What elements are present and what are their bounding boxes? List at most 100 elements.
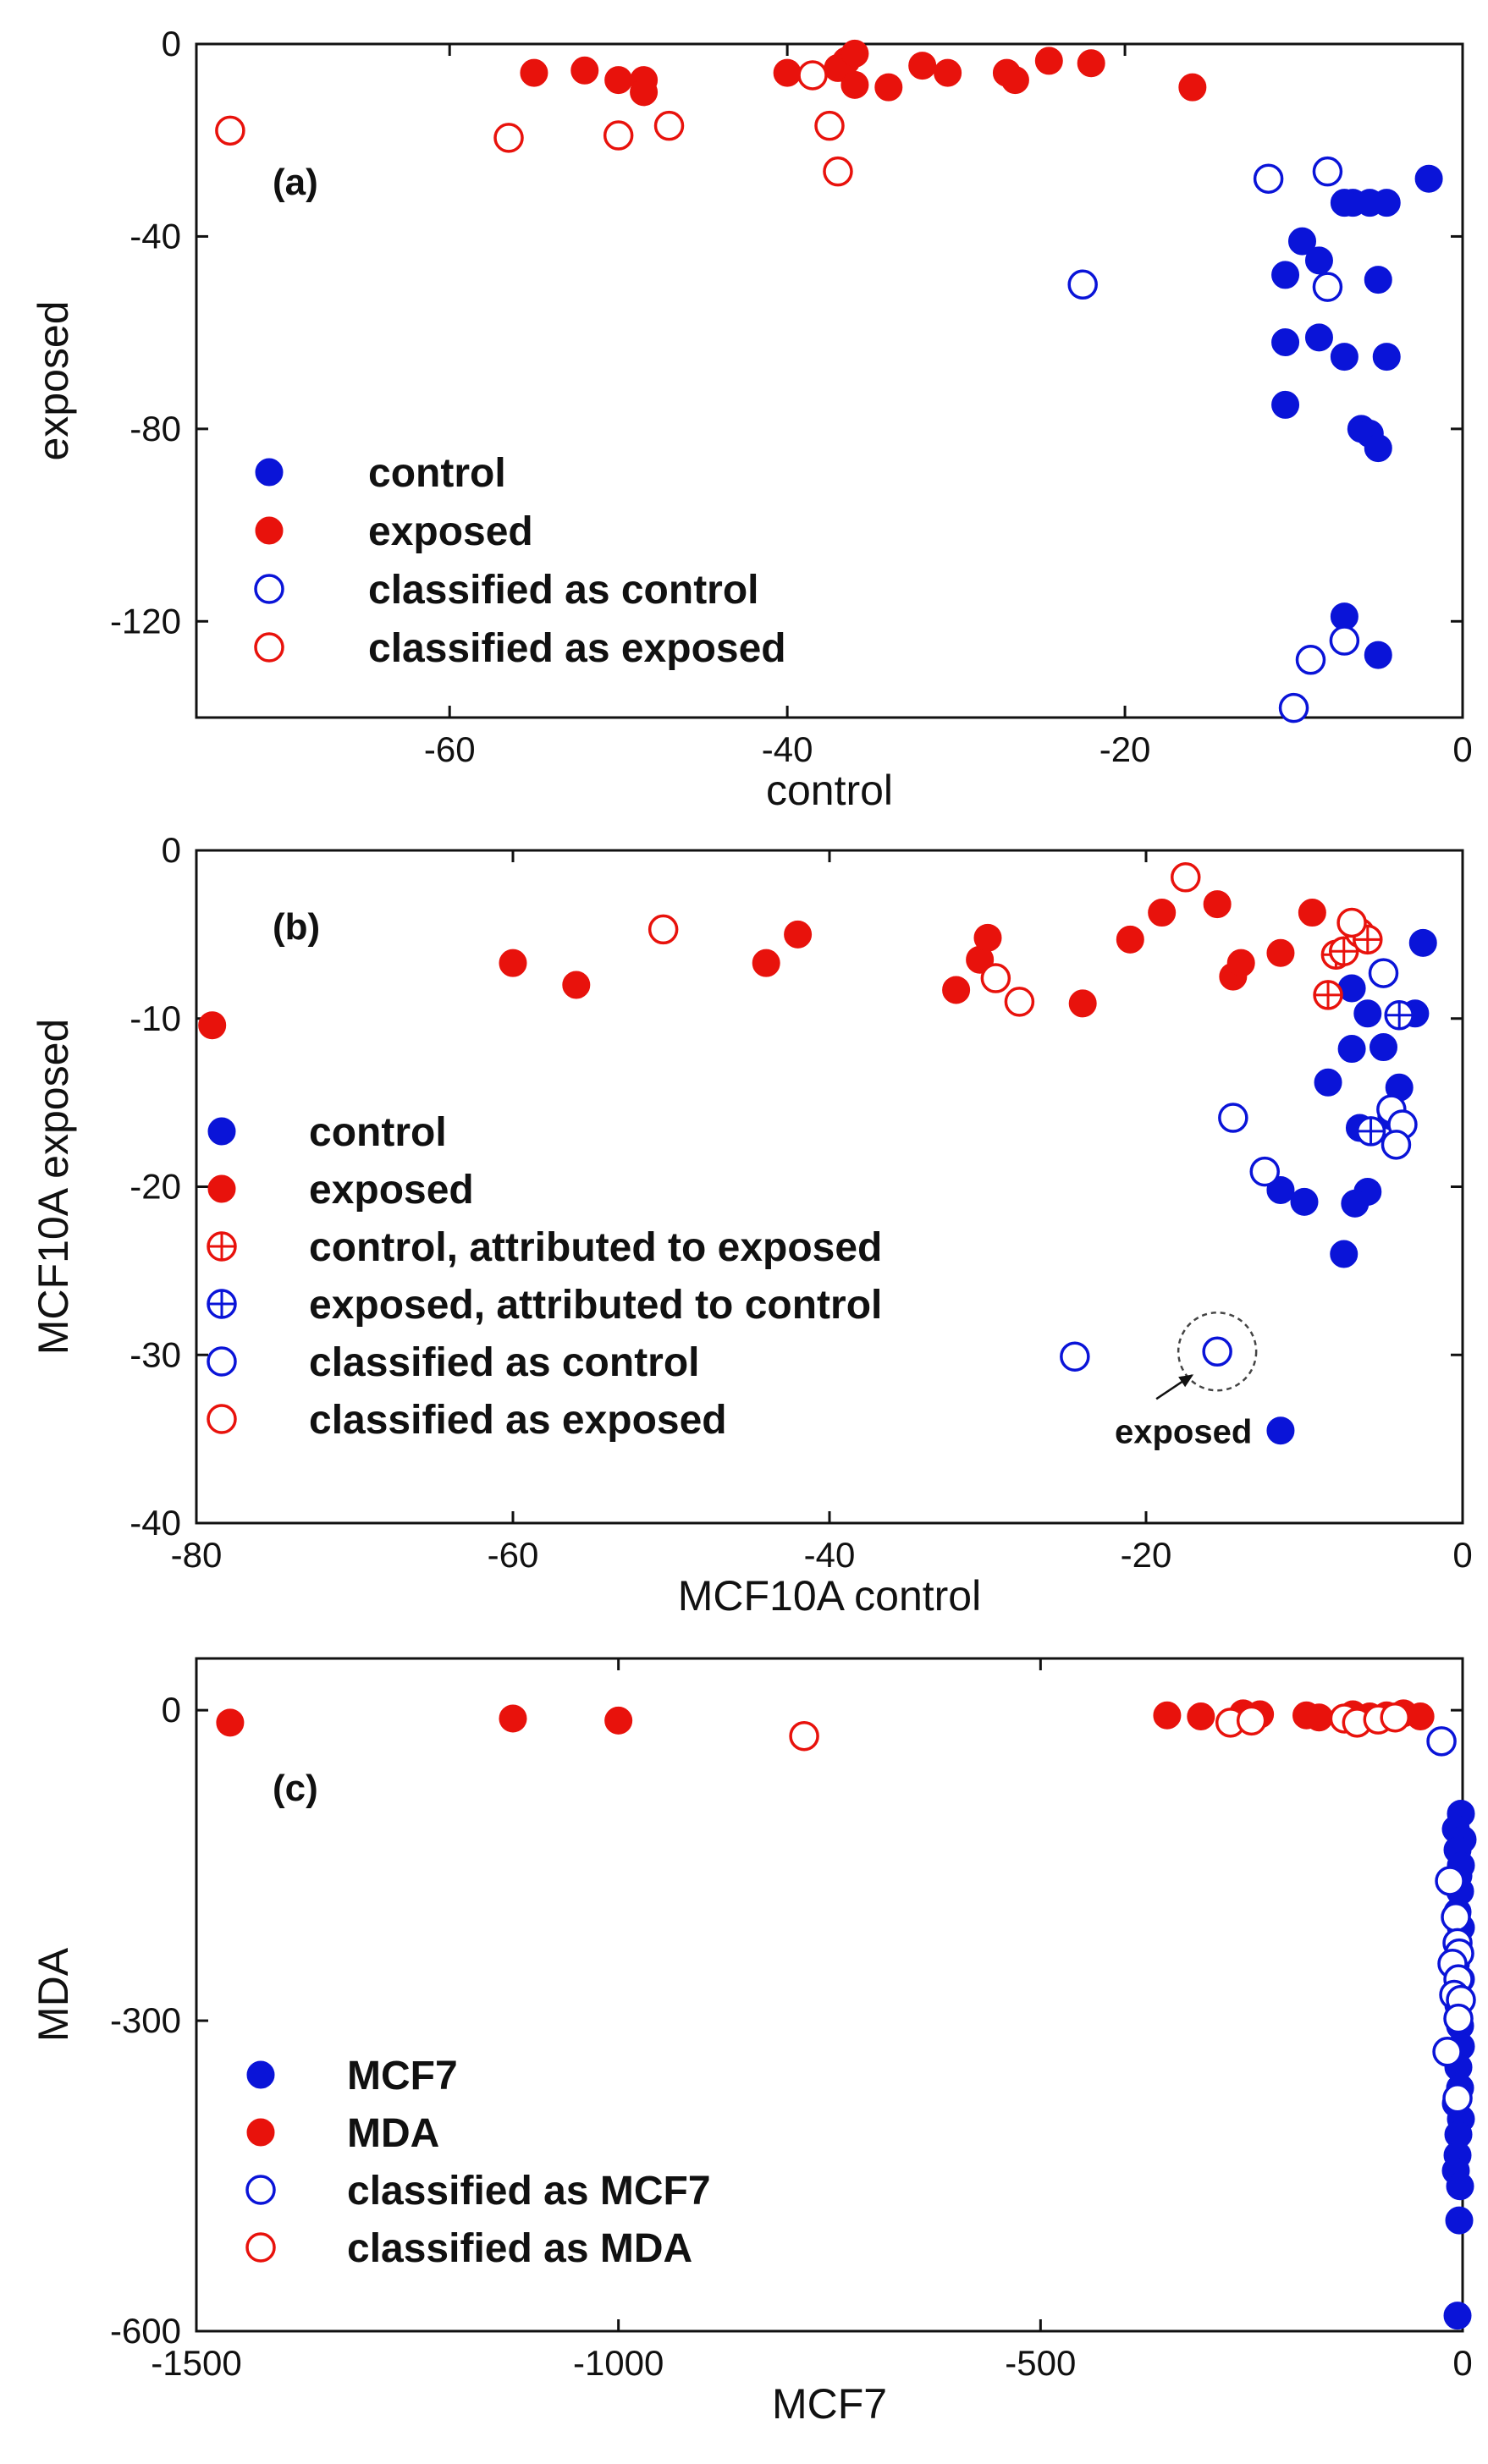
data-point	[1314, 1068, 1342, 1097]
y-tick-label: 0	[162, 24, 181, 63]
data-point	[797, 60, 828, 91]
data-point	[570, 56, 599, 85]
data-point	[1116, 925, 1144, 954]
data-point	[874, 73, 903, 102]
legend-marker	[246, 2060, 275, 2089]
data-point	[630, 78, 659, 107]
y-axis-label: exposed	[30, 300, 77, 460]
legend-label: classified as MDA	[347, 2226, 692, 2271]
x-tick-label: -20	[1099, 729, 1151, 769]
series-exposed	[520, 39, 1207, 107]
data-point	[1353, 999, 1382, 1028]
x-tick-label: -60	[424, 729, 476, 769]
data-point	[1336, 907, 1367, 938]
data-point	[1381, 1130, 1412, 1160]
data-point	[1171, 862, 1201, 893]
panel-a-scatter: -60 -40 -20 0 0 -40 -80 -120 control exposed (a) co…	[30, 24, 1473, 814]
legend: MCF7 MDA classified as MCF7 classified as M…	[245, 2054, 711, 2271]
x-axis-label: control	[766, 767, 893, 814]
legend: control exposed control, attributed to exp…	[207, 1110, 882, 1443]
legend-marker	[245, 2232, 276, 2263]
x-axis-label: MCF7	[772, 2380, 887, 2428]
data-point	[1372, 343, 1401, 371]
series-classified-as-exposed	[648, 862, 1367, 1017]
series-classified-as-exposed	[215, 60, 853, 187]
x-tick-label: 0	[1452, 1535, 1472, 1575]
data-point	[773, 58, 802, 87]
y-tick-label: -120	[110, 601, 181, 641]
data-point	[1364, 434, 1392, 463]
highlight-circle	[1177, 1312, 1258, 1392]
legend-entry: control, attributed to exposed	[207, 1225, 882, 1270]
data-point	[840, 70, 869, 99]
x-tick-label: 0	[1452, 2343, 1472, 2383]
series-classified-as-mcf7	[1426, 1726, 1476, 2114]
legend-entry: exposed	[207, 1168, 474, 1213]
data-point	[1364, 266, 1392, 294]
legend-marker	[207, 1404, 237, 1434]
data-point	[840, 39, 869, 68]
series-control	[1271, 164, 1443, 669]
data-point	[493, 123, 524, 153]
series-classified-as-mda	[789, 1702, 1410, 1752]
data-point	[1271, 328, 1300, 357]
y-tick-label: 0	[162, 1690, 181, 1730]
data-point	[1290, 1187, 1319, 1216]
x-axis-label: MCF10A control	[678, 1572, 981, 1620]
data-point	[942, 976, 971, 1004]
data-point	[1384, 1000, 1414, 1031]
panel-c-scatter: -1500 -1000 -500 0 0 -300 -600 MCF7 MDA (c) MCF7 MD…	[30, 1657, 1477, 2428]
legend-label: classified as control	[368, 568, 759, 613]
x-tick-label: -500	[1005, 2343, 1076, 2383]
data-point	[814, 110, 845, 141]
data-point	[1304, 246, 1333, 275]
legend-marker	[207, 1289, 237, 1319]
data-point	[1443, 2302, 1472, 2330]
legend-marker	[207, 1346, 237, 1377]
data-point	[1187, 1702, 1215, 1730]
data-point	[1313, 980, 1343, 1010]
data-point	[1068, 989, 1097, 1018]
data-point	[215, 115, 245, 146]
data-point	[1266, 1416, 1295, 1445]
data-point	[1004, 987, 1035, 1017]
legend-entry: classified as control	[207, 1340, 700, 1385]
data-point	[1337, 1035, 1366, 1064]
data-point	[1288, 227, 1317, 256]
data-point	[1432, 2037, 1463, 2067]
panel-label: (b)	[273, 906, 320, 948]
data-point	[1330, 1240, 1358, 1268]
series-classified-as-control	[1067, 156, 1360, 723]
data-point	[1330, 343, 1358, 371]
annotation-arrowhead	[1178, 1374, 1194, 1388]
data-point	[908, 52, 937, 80]
data-point	[1178, 73, 1207, 102]
y-tick-label: -40	[130, 216, 181, 256]
legend-marker	[207, 1174, 236, 1203]
data-point	[784, 920, 813, 949]
data-point	[1406, 1702, 1435, 1730]
data-point	[1202, 1336, 1232, 1367]
data-point	[1249, 1156, 1280, 1187]
data-point	[499, 1704, 527, 1733]
y-tick-label: -10	[130, 998, 181, 1038]
data-point	[1355, 1116, 1386, 1147]
annotation-label: exposed	[1115, 1413, 1252, 1450]
data-point	[604, 66, 633, 95]
data-point	[1203, 890, 1232, 919]
data-point	[1295, 645, 1326, 675]
x-tick-label: -40	[762, 729, 813, 769]
panel-label: (a)	[273, 162, 318, 203]
legend-label: classified as exposed	[309, 1398, 727, 1443]
data-point	[752, 949, 780, 977]
y-tick-label: -80	[130, 409, 181, 448]
data-point	[603, 120, 634, 151]
data-point	[973, 923, 1002, 952]
legend-marker	[254, 632, 284, 663]
data-point	[1426, 1726, 1457, 1757]
legend-label: control	[368, 451, 506, 496]
legend-marker	[254, 574, 284, 604]
legend-entry: classified as exposed	[254, 626, 786, 671]
legend-marker	[255, 458, 284, 487]
legend-entry: classified as control	[254, 568, 759, 613]
